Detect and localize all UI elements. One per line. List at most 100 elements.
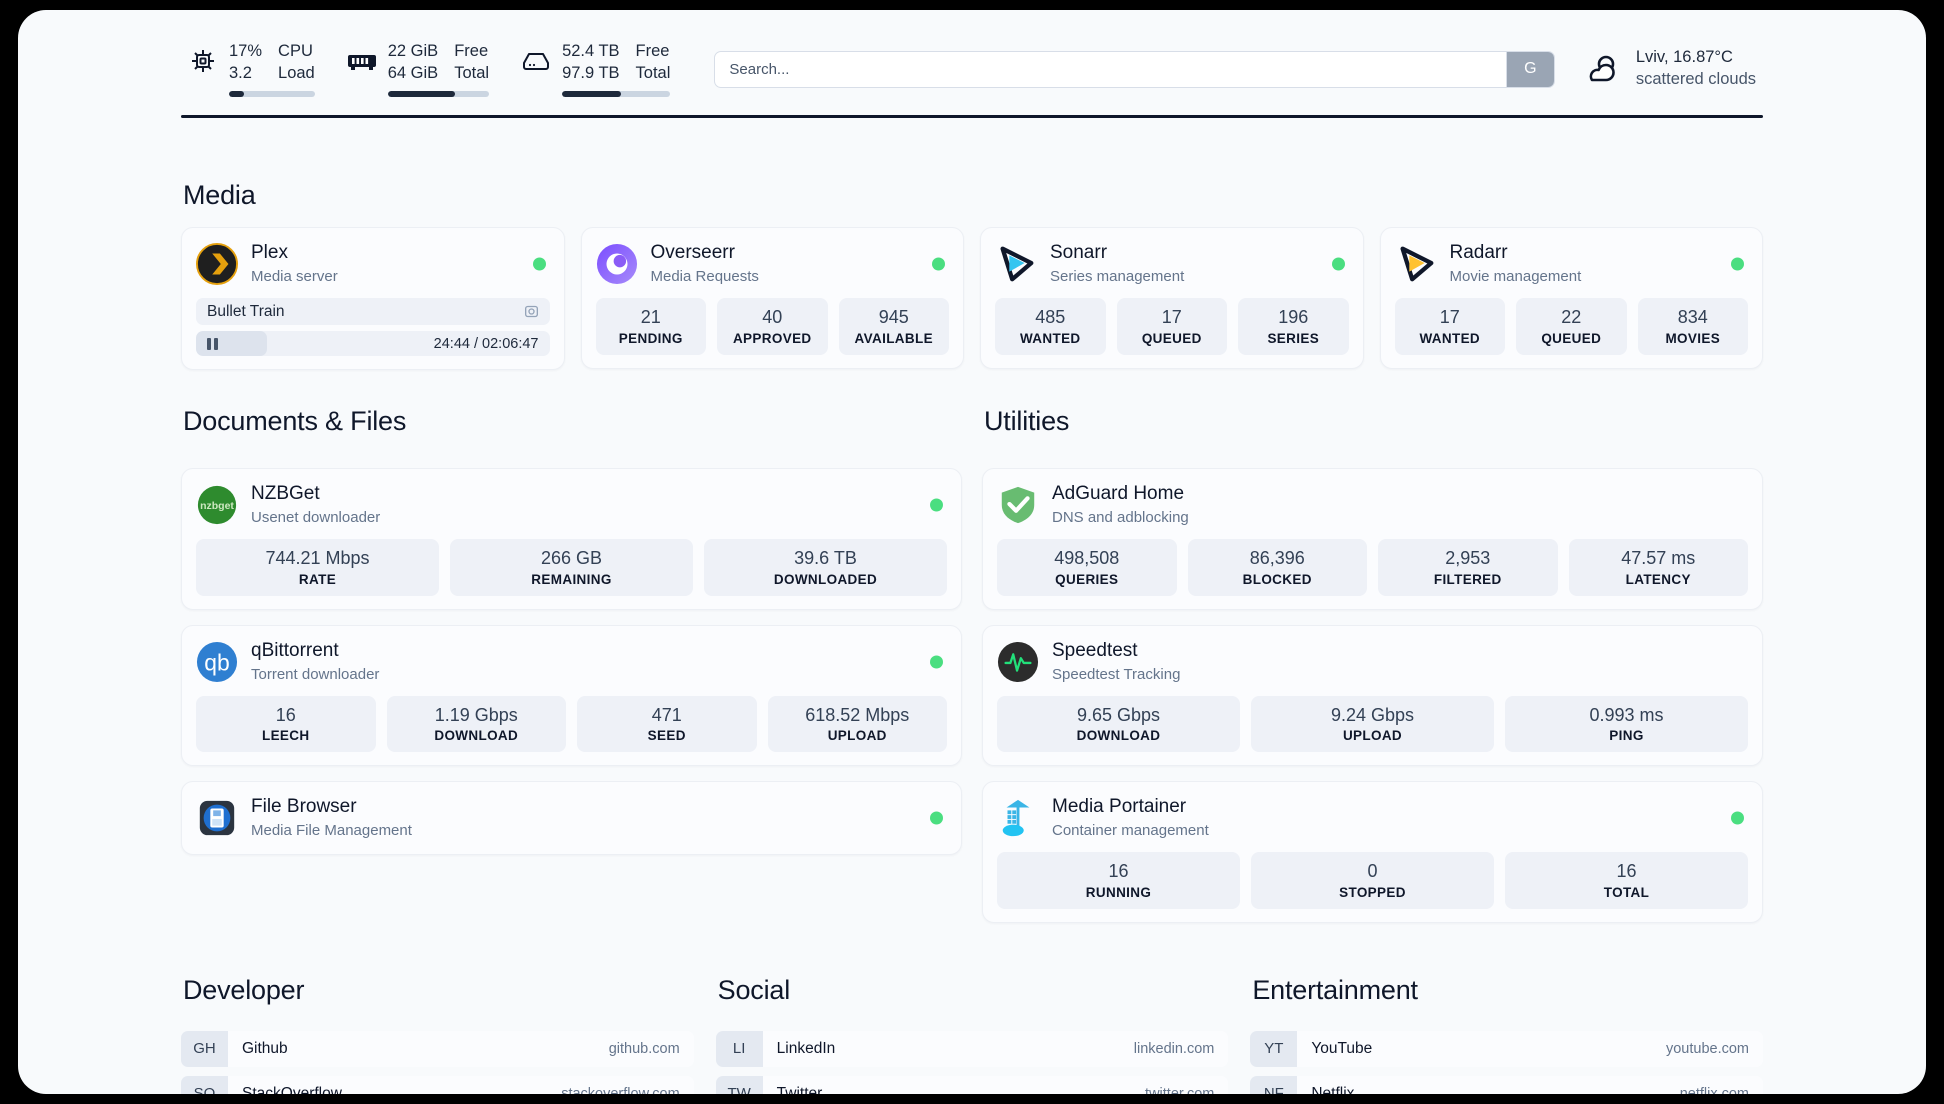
stat-tile[interactable]: 485 WANTED [995,298,1106,355]
svg-text:qb: qb [204,649,229,675]
stat-value: 0.993 ms [1589,704,1664,725]
hard-disk-icon [521,44,551,78]
service-card-header: Sonarr Series management [995,241,1349,287]
search-bar[interactable]: G [714,50,1555,88]
bookmark-group: Social LI LinkedIn linkedin.com TW Twitt… [715,975,1229,1094]
stat-value: 22 [1561,307,1582,327]
stat-tile[interactable]: 16 RUNNING [997,852,1240,909]
playback-progress-bar[interactable]: 24:44 / 02:06:47 [196,331,550,356]
system-stat-1: 22 GiB 64 GiB Free Total [347,41,490,97]
stat-tile[interactable]: 17 QUEUED [1116,298,1227,355]
stat-value: 17 [1161,307,1182,327]
pause-icon[interactable] [207,337,218,350]
stat-value: 47.57 ms [1621,548,1696,568]
dashboard-page: 17% 3.2 CPU Load 22 GiB 64 GiB Free Total 52… [18,10,1926,1094]
bookmark-link[interactable]: YT YouTube youtube.com [1250,1030,1764,1067]
service-card[interactable]: Sonarr Series management 485 WANTED 17 Q… [980,227,1364,369]
bookmark-badge: NF [1250,1075,1298,1094]
service-card[interactable]: Overseerr Media Requests 21 PENDING 40 A… [580,227,964,369]
stat-value: 945 [878,307,909,327]
cast-icon[interactable] [524,304,539,319]
stat-tile[interactable]: 47.57 ms LATENCY [1568,539,1748,596]
service-card[interactable]: AdGuard Home DNS and adblocking 498,508 … [982,468,1763,610]
stat-value: 834 [1677,307,1708,327]
stat-tile[interactable]: 21 PENDING [595,298,706,355]
stat-unit-top: Free [635,42,670,61]
stat-tile[interactable]: 40 APPROVED [717,298,828,355]
search-input[interactable] [715,51,1506,87]
service-subtitle: Series management [1050,268,1185,286]
bookmark-group-title: Developer [183,974,305,1005]
stat-unit-bottom: Load [278,63,315,82]
stat-value: 1.19 Gbps [434,704,518,725]
status-badge [1331,257,1345,271]
stat-unit-bottom: Total [454,63,490,82]
stat-group: 9.65 Gbps DOWNLOAD 9.24 Gbps UPLOAD 0.99… [997,695,1748,752]
stat-tile[interactable]: 498,508 QUERIES [997,539,1177,596]
stat-tile[interactable]: 39.6 TB DOWNLOADED [704,539,947,596]
stat-tile[interactable]: 9.65 Gbps DOWNLOAD [997,695,1240,752]
stat-tile[interactable]: 86,396 BLOCKED [1187,539,1367,596]
stat-tile[interactable]: 0 STOPPED [1251,852,1494,909]
stat-value: 0 [1367,861,1378,881]
now-playing-title: Bullet Train [207,302,285,320]
stat-tile[interactable]: 618.52 Mbps UPLOAD [767,695,947,752]
service-subtitle: Movie management [1449,268,1582,286]
service-card[interactable]: qb qBittorrent Torrent downloader 16 LEE… [181,624,962,766]
service-name: Overseerr [650,242,735,264]
bookmark-group-title: Entertainment [1252,974,1418,1005]
bookmark-link[interactable]: NF Netflix netflix.com [1250,1075,1764,1094]
stat-label: RUNNING [1085,884,1152,900]
bookmark-link[interactable]: TW Twitter twitter.com [715,1075,1229,1094]
stat-unit-top: Free [454,42,489,61]
service-name: File Browser [251,796,357,818]
stat-group: 16 RUNNING 0 STOPPED 16 TOTAL [997,852,1748,909]
service-card-header: Media Portainer Container management [997,795,1748,841]
portainer-logo [997,797,1039,839]
bookmark-badge: TW [715,1075,763,1094]
stat-tile[interactable]: 0.993 ms PING [1505,695,1748,752]
stat-value: 16 [1616,861,1637,881]
service-card[interactable]: nzbget NZBGet Usenet downloader 744.21 M… [181,468,962,610]
bookmark-url: github.com [608,1040,680,1057]
stat-tile[interactable]: 1.19 Gbps DOWNLOAD [386,695,566,752]
bookmark-link[interactable]: SO StackOverflow stackoverflow.com [181,1075,694,1094]
overseerr-logo [596,243,638,285]
stat-tile[interactable]: 744.21 Mbps RATE [196,539,439,596]
service-card[interactable]: Plex Media server Bullet Train 24:44 / 0… [181,227,565,370]
service-card[interactable]: Media Portainer Container management 16 … [982,781,1763,923]
search-submit-button[interactable]: G [1505,51,1554,87]
bookmark-link[interactable]: LI LinkedIn linkedin.com [715,1030,1229,1067]
stat-group: 744.21 Mbps RATE 266 GB REMAINING 39.6 T… [196,539,947,596]
bookmark-link[interactable]: GH Github github.com [181,1030,694,1067]
bookmark-label: Github [242,1039,288,1057]
stat-tile[interactable]: 266 GB REMAINING [450,539,693,596]
stat-tile[interactable]: 471 SEED [577,695,757,752]
stat-tile[interactable]: 196 SERIES [1238,298,1349,355]
service-card[interactable]: File Browser Media File Management [181,781,962,855]
stat-tile[interactable]: 2,953 FILTERED [1378,539,1558,596]
filebrowser-logo [196,797,238,839]
service-card[interactable]: Speedtest Speedtest Tracking 9.65 Gbps D… [982,624,1763,766]
status-badge [932,257,945,271]
now-playing-bar[interactable]: Bullet Train [196,298,550,325]
stat-label: QUEUED [1541,330,1602,346]
bookmarks-row: Developer GH Github github.com SO StackO… [181,974,1764,1094]
stat-tile[interactable]: 22 QUEUED [1516,298,1627,355]
stat-tile[interactable]: 16 TOTAL [1505,852,1748,909]
stat-tile[interactable]: 834 MOVIES [1637,298,1748,355]
stat-tile[interactable]: 945 AVAILABLE [838,298,949,355]
stat-tile[interactable]: 17 WANTED [1394,298,1505,355]
stat-tile[interactable]: 9.24 Gbps UPLOAD [1251,695,1494,752]
stat-group: 16 LEECH 1.19 Gbps DOWNLOAD 471 SEED 618… [196,695,947,752]
stat-label: APPROVED [732,330,812,346]
stat-label: LATENCY [1625,571,1691,587]
section-title-documents: Documents & Files [183,406,407,436]
service-name: Speedtest [1052,639,1138,661]
stat-label: UPLOAD [1342,728,1403,743]
usage-progress-bar [562,90,671,97]
stat-value-top: 52.4 TB [562,42,620,61]
service-card[interactable]: Radarr Movie management 17 WANTED 22 QUE… [1379,227,1763,369]
stat-tile[interactable]: 16 LEECH [196,695,376,752]
service-subtitle: Container management [1052,822,1209,840]
